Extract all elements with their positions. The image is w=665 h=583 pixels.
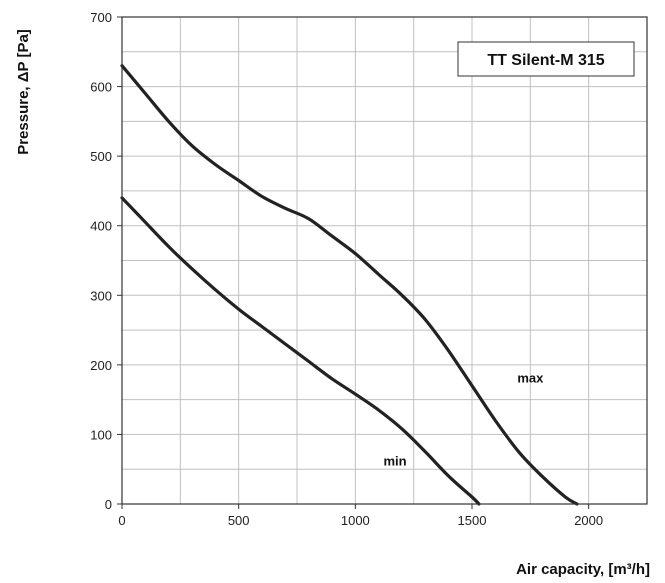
x-axis-title: Air capacity, [m³/h]	[516, 561, 650, 578]
y-tick-label: 100	[90, 427, 112, 442]
curve-label-max: max	[517, 370, 544, 385]
y-tick-label: 200	[90, 358, 112, 373]
x-tick-label: 500	[228, 513, 250, 528]
y-tick-label: 0	[105, 497, 112, 512]
y-axis-title: Pressure, ΔP [Pa]	[15, 29, 32, 155]
y-tick-label: 400	[90, 219, 112, 234]
y-tick-label: 700	[90, 10, 112, 25]
chart-title: TT Silent-M 315	[487, 52, 604, 69]
model-label-box: TT Silent-M 315	[458, 42, 634, 76]
x-tick-label: 1500	[458, 513, 487, 528]
x-tick-label: 0	[118, 513, 125, 528]
x-tick-label: 2000	[574, 513, 603, 528]
x-tick-label: 1000	[341, 513, 370, 528]
curve-label-min: min	[383, 454, 406, 469]
y-tick-label: 600	[90, 80, 112, 95]
y-tick-label: 500	[90, 149, 112, 164]
y-tick-label: 300	[90, 288, 112, 303]
